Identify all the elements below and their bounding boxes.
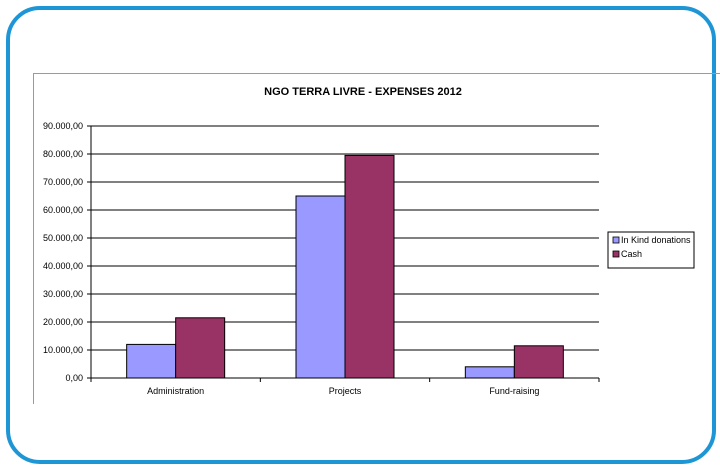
legend-box [607, 231, 695, 269]
y-tick-label: 20.000,00 [43, 317, 83, 327]
y-tick-label: 60.000,00 [43, 205, 83, 215]
x-axis-ticks: Administration Projects Fund-raising [90, 377, 600, 396]
legend-label: Cash [621, 249, 642, 259]
y-tick-label: 40.000,00 [43, 261, 83, 271]
bar-cash-projects [344, 154, 395, 379]
legend: In Kind donations Cash [607, 231, 695, 269]
legend-swatch [612, 250, 620, 258]
y-tick-label: 30.000,00 [43, 289, 83, 299]
y-tick-label: 50.000,00 [43, 233, 83, 243]
bar-cash-fund-raising [513, 345, 564, 379]
y-axis-ticks: 0,00 10.000,00 20.000,00 30.000,00 40.000,00… [43, 121, 92, 383]
y-tick-label: 0,00 [65, 373, 83, 383]
y-tick-label: 80.000,00 [43, 149, 83, 159]
chart-area [33, 73, 720, 404]
bar-in-kind-donations-fund-raising [464, 366, 515, 379]
x-tick-label: Projects [329, 386, 362, 396]
bar-cash-administration [175, 317, 226, 379]
y-tick-label: 70.000,00 [43, 177, 83, 187]
y-tick-label: 90.000,00 [43, 121, 83, 131]
chart-title: NGO TERRA LIVRE - EXPENSES 2012 [264, 86, 462, 98]
bar-in-kind-donations-administration [126, 343, 177, 379]
x-tick-label: Administration [147, 386, 204, 396]
bars [126, 154, 564, 379]
legend-label: In Kind donations [621, 235, 691, 245]
bar-in-kind-donations-projects [295, 195, 346, 379]
x-tick-label: Fund-raising [489, 386, 539, 396]
legend-swatch [612, 236, 620, 244]
y-tick-label: 10.000,00 [43, 345, 83, 355]
